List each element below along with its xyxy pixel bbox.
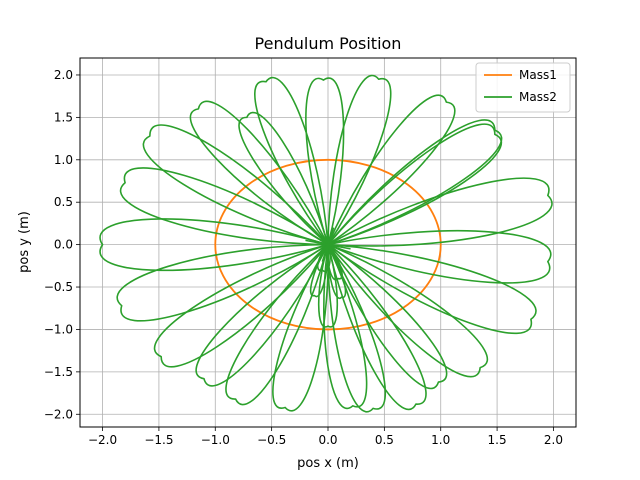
series-mass2-loop bbox=[225, 244, 329, 406]
series-mass2-inner-loop bbox=[326, 244, 343, 281]
x-tick-label: −2.0 bbox=[88, 433, 117, 447]
series-mass2-loop bbox=[327, 243, 537, 334]
x-axis-label: pos x (m) bbox=[297, 456, 359, 471]
y-tick-label: 0.0 bbox=[54, 238, 73, 252]
legend-mass2-label: Mass2 bbox=[519, 90, 557, 104]
tick-marks: −2.0 −1.5 −1.0 −0.5 0.0 0.5 1.0 1.5 2.0 −2.0 −1.5 −… bbox=[44, 68, 563, 447]
legend-mass1-label: Mass1 bbox=[519, 68, 557, 82]
y-tick-label: −0.5 bbox=[44, 280, 73, 294]
series-mass2-loop bbox=[327, 229, 552, 284]
series-mass2-loop bbox=[327, 94, 456, 246]
y-tick-label: −2.0 bbox=[44, 407, 73, 421]
x-tick-label: −1.5 bbox=[144, 433, 173, 447]
series-mass2-inner-loop bbox=[317, 244, 339, 328]
x-tick-label: 1.0 bbox=[431, 433, 450, 447]
series-mass2-loop bbox=[327, 177, 553, 247]
chart-title: Pendulum Position bbox=[255, 34, 402, 53]
series-mass2-loop bbox=[119, 167, 329, 246]
x-tick-label: −0.5 bbox=[257, 433, 286, 447]
y-tick-label: 1.0 bbox=[54, 153, 73, 167]
series-mass2-loop bbox=[254, 76, 329, 246]
series-mass2-inner-loop bbox=[316, 244, 331, 273]
series-mass1-path bbox=[214, 158, 442, 331]
y-tick-label: −1.5 bbox=[44, 365, 73, 379]
series-mass2-loop bbox=[153, 243, 329, 368]
plot-area bbox=[99, 74, 553, 413]
y-tick-label: 0.5 bbox=[54, 195, 73, 209]
x-tick-label: 0.0 bbox=[318, 433, 337, 447]
x-tick-label: 0.5 bbox=[375, 433, 394, 447]
y-tick-label: −1.0 bbox=[44, 322, 73, 336]
legend: Mass1 Mass2 bbox=[475, 62, 571, 113]
x-tick-label: −1.0 bbox=[201, 433, 230, 447]
x-tick-label: 2.0 bbox=[544, 433, 563, 447]
series-mass2-loop bbox=[327, 243, 488, 378]
y-axis-label: pos y (m) bbox=[17, 211, 32, 273]
series-mass2-loop bbox=[116, 243, 329, 322]
x-tick-label: 1.5 bbox=[488, 433, 507, 447]
series-mass2-loop bbox=[99, 218, 329, 272]
series-mass2-loop bbox=[142, 124, 329, 246]
series-mass2-loop bbox=[327, 243, 448, 390]
y-tick-label: 1.5 bbox=[54, 110, 73, 124]
series-mass2-loop bbox=[238, 111, 329, 246]
series-mass2-loop bbox=[272, 244, 329, 412]
series-mass2-hub bbox=[305, 227, 351, 262]
series-mass2-loop bbox=[305, 77, 345, 245]
series-mass2-loop bbox=[327, 244, 427, 411]
y-tick-label: 2.0 bbox=[54, 68, 73, 82]
series-mass2-loop bbox=[327, 123, 503, 246]
series-mass2-loop bbox=[195, 243, 329, 387]
